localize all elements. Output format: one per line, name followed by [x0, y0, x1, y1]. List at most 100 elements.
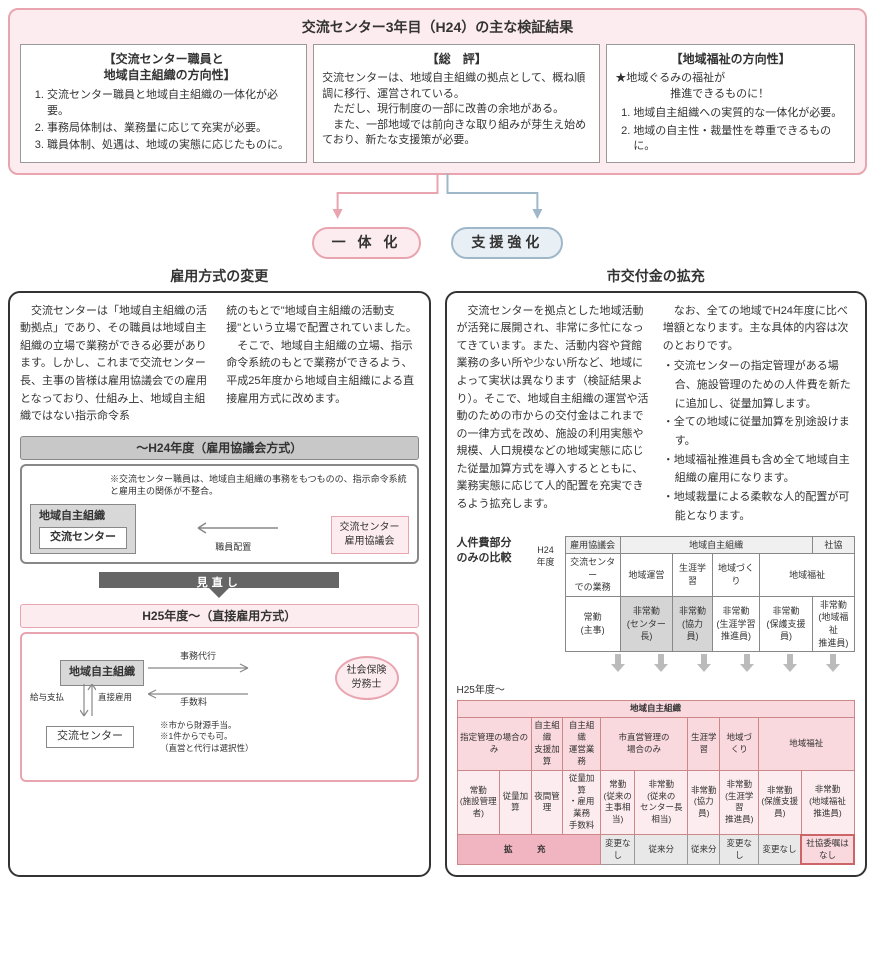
- down-arrows: [457, 652, 856, 674]
- pill-row: 一 体 化 支援強化: [8, 227, 867, 259]
- col2-title: 【総 評】: [322, 51, 591, 68]
- t2-c: 従量加算: [500, 770, 532, 834]
- left-text-2: 統のもとで"地域自主組織の活動支援"という立場で配置されていました。 そこで、地…: [226, 303, 418, 426]
- t1-c: 非常勤 (保護支援員): [760, 596, 813, 651]
- left-panel: 交流センターは「地域自主組織の活動拠点」であり、その職員は地域自主組織の立場で業…: [8, 291, 431, 878]
- right-text: 交流センターを拠点とした地域活動が活発に展開され、非常に多忙になってきています。…: [457, 303, 856, 526]
- header-columns: 【交流センター職員と 地域自主組織の方向性】 交流センター職員と地域自主組織の一…: [20, 44, 855, 164]
- arrows-row: [8, 173, 867, 223]
- right-text-2-wrap: なお、全ての地域でH24年度に比べ増額となります。主な具体的内容は次のとおりです…: [663, 303, 855, 526]
- h25-oval: 社会保険 労務士: [335, 656, 399, 700]
- t2-c: 社協委嘱は なし: [801, 835, 854, 865]
- right-bullet: ・地域裁量による柔軟な人的配置が可能となります。: [663, 488, 855, 525]
- t2-c: 指定管理の場合のみ: [457, 718, 531, 771]
- col3-item: 地域自主組織への実質的な一体化が必要。: [633, 106, 846, 121]
- section-title-left: 雇用方式の変更: [8, 267, 431, 287]
- left-text: 交流センターは「地域自主組織の活動拠点」であり、その職員は地域自主組織の立場で業…: [20, 303, 419, 426]
- header-box: 交流センター3年目（H24）の主な検証結果 【交流センター職員と 地域自主組織の…: [8, 8, 867, 175]
- arrow-left-icon: [188, 520, 278, 536]
- h25-box: 地域自主組織 給与支払 直接雇用 交流センター 事務代行 手数料 社会保険 労務…: [20, 632, 419, 782]
- h24-box: ※交流センター職員は、地域自主組織の事務をもつものの、指示命令系統と雇用主の関係…: [20, 464, 419, 563]
- t1-c: 地域づくり: [712, 554, 759, 597]
- col3-item: 地域の自主性・裁量性を尊重できるものに。: [633, 124, 846, 155]
- section-titles: 雇用方式の変更 市交付金の拡充: [8, 267, 867, 287]
- right-bullet-text: 交流センターの指定管理がある場合、施設管理のための人件費を新たに追加し、従量加算…: [674, 360, 851, 409]
- right-bullet-text: 地域裁量による柔軟な人的配置が可能となります。: [674, 491, 850, 522]
- t2-c: 従量加算 ・雇用業務 手数料: [563, 770, 601, 834]
- t2-kaku: 拡 充: [457, 835, 600, 865]
- h25-daikou: 事務代行: [180, 650, 216, 663]
- t1-h: 雇用協議会: [565, 536, 620, 554]
- col1-item: 事務局体制は、業務量に応じて充実が必要。: [47, 121, 298, 136]
- h25-fee: 手数料: [180, 696, 207, 709]
- h25-sub: 交流センター: [46, 726, 134, 747]
- t1-c: 地域運営: [620, 554, 673, 597]
- right-text-2: なお、全ての地域でH24年度に比べ増額となります。主な具体的内容は次のとおりです…: [663, 303, 855, 356]
- t1-c: 地域福祉: [760, 554, 855, 597]
- arrow-down-icon: [80, 684, 96, 724]
- t1-c: 非常勤 (地域福祉 推進員): [812, 596, 854, 651]
- t2-c: 地域福祉: [758, 718, 854, 771]
- table1-wrap: 雇用協議会 地域自主組織 社協 交流センター での業務 地域運営 生涯学習 地域…: [565, 536, 855, 653]
- col2-body: 交流センターは、地域自主組織の拠点として、概ね順調に移行、運営されている。 ただ…: [322, 71, 591, 148]
- header-title: 交流センター3年目（H24）の主な検証結果: [20, 18, 855, 38]
- two-panels: 交流センターは「地域自主組織の活動拠点」であり、その職員は地域自主組織の立場で業…: [8, 291, 867, 878]
- h24-arrow-label: 職員配置: [142, 541, 325, 554]
- col1-list: 交流センター職員と地域自主組織の一体化が必要。 事務局体制は、業務量に応じて充実…: [29, 88, 298, 154]
- h25-note: ※市から財源手当。 ※1件からでも可。 （直営と代行は選択性）: [160, 720, 254, 753]
- arrow-down-icon: [611, 654, 625, 672]
- h25-direct: 直接雇用: [98, 692, 132, 704]
- revise-label: 見直し: [197, 576, 242, 591]
- col1-item: 職員体制、処遇は、地域の実態に応じたものに。: [47, 138, 298, 153]
- h24-year-label: H24 年度: [537, 536, 555, 569]
- t2-c: 非常勤 (従来の センター長相当): [635, 770, 688, 834]
- arrow-curve-icon: [148, 658, 268, 708]
- h25-pay: 給与支払: [30, 692, 64, 704]
- right-bullet: ・全ての地域に従量加算を別途設けます。: [663, 413, 855, 450]
- t2-top: 地域自主組織: [457, 701, 854, 718]
- t2-c: 常勤 (施設管理者): [457, 770, 500, 834]
- col3-list: 地域自主組織への実質的な一体化が必要。 地域の自主性・裁量性を尊重できるものに。: [615, 106, 846, 154]
- t2-c: 非常勤 (生涯学習 推進員): [720, 770, 759, 834]
- arrow-down-icon: [826, 654, 840, 672]
- col1-item: 交流センター職員と地域自主組織の一体化が必要。: [47, 88, 298, 119]
- left-text-1: 交流センターは「地域自主組織の活動拠点」であり、その職員は地域自主組織の立場で業…: [20, 303, 212, 426]
- t2-c: 変更なし: [758, 835, 801, 865]
- right-bullet-text: 全ての地域に従量加算を別途設けます。: [674, 416, 850, 447]
- compare-row: 人件費部分 のみの比較 H24 年度 雇用協議会 地域自主組織 社協 交流センタ…: [457, 536, 856, 653]
- header-col-3: 【地域福祉の方向性】 ★地域ぐるみの福祉が 推進できるものに！ 地域自主組織への…: [606, 44, 855, 164]
- t1-c: 非常勤 (センター長): [620, 596, 673, 651]
- col1-title: 【交流センター職員と 地域自主組織の方向性】: [29, 51, 298, 85]
- t2-c: 変更なし: [720, 835, 759, 865]
- right-text-1: 交流センターを拠点とした地域活動が活発に展開され、非常に多忙になってきています。…: [457, 303, 649, 526]
- pill-support: 支援強化: [451, 227, 563, 259]
- col3-title: 【地域福祉の方向性】: [615, 51, 846, 68]
- h25-title: H25年度〜（直接雇用方式）: [20, 604, 419, 629]
- right-bullet-text: 地域福祉推進員も含め全て地域自主組織の雇用になります。: [674, 454, 850, 485]
- t1-c: 非常勤 (協力員): [673, 596, 713, 651]
- h24-arrow-wrap: 職員配置: [142, 520, 325, 554]
- right-bullet: ・交流センターの指定管理がある場合、施設管理のための人件費を新たに追加し、従量加…: [663, 357, 855, 413]
- revise-arrow: 見直し: [20, 570, 419, 598]
- table-h24: 雇用協議会 地域自主組織 社協 交流センター での業務 地域運営 生涯学習 地域…: [565, 536, 855, 653]
- h24-note: ※交流センター職員は、地域自主組織の事務をもつものの、指示命令系統と雇用主の関係…: [30, 474, 409, 497]
- h24-sub: 交流センター: [39, 527, 127, 548]
- arrow-down-icon: [740, 654, 754, 672]
- right-bullets: ・交流センターの指定管理がある場合、施設管理のための人件費を新たに追加し、従量加…: [663, 357, 855, 525]
- t2-c: 非常勤 (協力員): [688, 770, 720, 834]
- h25-table-label: H25年度〜: [457, 684, 856, 698]
- h24-org-label: 地域自主組織: [39, 510, 105, 522]
- right-panel: 交流センターを拠点とした地域活動が活発に展開され、非常に多忙になってきています。…: [445, 291, 868, 878]
- h24-org-wrap: 地域自主組織 交流センター: [30, 504, 136, 554]
- t2-c: 生涯学習: [688, 718, 720, 771]
- h25-org: 地域自主組織: [60, 660, 144, 685]
- t1-c: 非常勤 (生涯学習 推進員): [712, 596, 759, 651]
- t1-h: 地域自主組織: [620, 536, 812, 554]
- header-col-1: 【交流センター職員と 地域自主組織の方向性】 交流センター職員と地域自主組織の一…: [20, 44, 307, 164]
- t2-c: 夜間管理: [531, 770, 563, 834]
- pill-integration: 一 体 化: [312, 227, 422, 259]
- t2-c: 従来分: [635, 835, 688, 865]
- t2-c: 市直営管理の 場合のみ: [600, 718, 687, 771]
- diagram-h24: 〜H24年度（雇用協議会方式） ※交流センター職員は、地域自主組織の事務をもつも…: [20, 436, 419, 564]
- arrow-down-icon: [654, 654, 668, 672]
